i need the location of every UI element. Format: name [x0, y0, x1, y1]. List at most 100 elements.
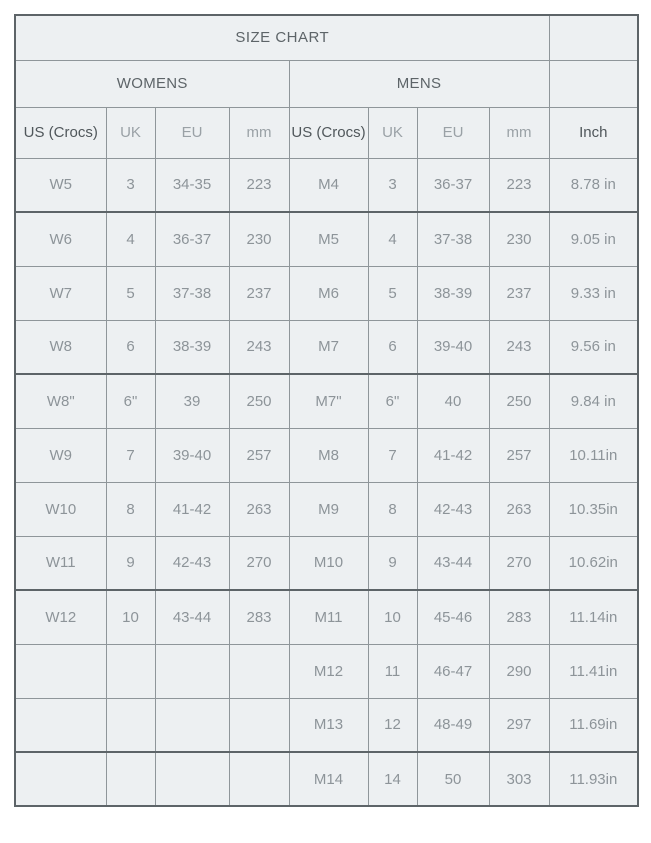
size-row: W6 4 36-37 230 M5 4 37-38 230 9.05 in — [14, 211, 639, 267]
size-cell: 6" — [367, 373, 418, 429]
column-header-row: US (Crocs) UK EU mm US (Crocs) UK EU mm … — [14, 106, 639, 159]
size-cell: M8 — [288, 427, 369, 483]
size-cell: 10.62in — [548, 535, 639, 591]
mens-section-header: MENS — [288, 59, 550, 108]
size-cell: 41-42 — [154, 481, 230, 537]
size-cell: W7 — [14, 265, 107, 321]
size-cell: 6 — [105, 319, 156, 375]
size-chart-table: SIZE CHART WOMENS MENS US (Crocs) UK EU … — [14, 14, 640, 807]
size-cell: 263 — [228, 481, 290, 537]
size-cell: 3 — [105, 157, 156, 213]
size-row: W5 3 34-35 223 M4 3 36-37 223 8.78 in — [14, 157, 639, 213]
size-cell: M7 — [288, 319, 369, 375]
size-cell — [105, 751, 156, 807]
size-cell: 283 — [488, 589, 550, 645]
size-cell: 9.56 in — [548, 319, 639, 375]
size-cell: 250 — [488, 373, 550, 429]
size-cell: 50 — [416, 751, 490, 807]
size-cell: 9.33 in — [548, 265, 639, 321]
size-cell: W8" — [14, 373, 107, 429]
size-cell: W8 — [14, 319, 107, 375]
size-cell: 36-37 — [154, 211, 230, 267]
size-chart-body: W5 3 34-35 223 M4 3 36-37 223 8.78 in W6 4 36-37 230… — [14, 157, 639, 807]
size-cell: 37-38 — [154, 265, 230, 321]
size-cell: 38-39 — [154, 319, 230, 375]
size-cell: M10 — [288, 535, 369, 591]
size-cell: 223 — [488, 157, 550, 213]
size-cell: W5 — [14, 157, 107, 213]
size-cell — [14, 643, 107, 699]
size-cell: M5 — [288, 211, 369, 267]
size-cell: 303 — [488, 751, 550, 807]
size-cell: 237 — [488, 265, 550, 321]
size-cell: 290 — [488, 643, 550, 699]
size-cell — [105, 643, 156, 699]
size-cell: 250 — [228, 373, 290, 429]
size-cell — [14, 751, 107, 807]
size-row: M12 11 46-47 290 11.41in — [14, 643, 639, 699]
size-cell — [14, 697, 107, 753]
size-cell: 243 — [488, 319, 550, 375]
size-cell: 11.69in — [548, 697, 639, 753]
size-cell: 40 — [416, 373, 490, 429]
womens-section-header: WOMENS — [14, 59, 290, 108]
size-cell: 4 — [367, 211, 418, 267]
size-cell: 36-37 — [416, 157, 490, 213]
size-cell: 9 — [367, 535, 418, 591]
size-cell: 39-40 — [416, 319, 490, 375]
size-cell: 257 — [228, 427, 290, 483]
size-cell: 10.35in — [548, 481, 639, 537]
size-cell: 9.05 in — [548, 211, 639, 267]
size-cell: W9 — [14, 427, 107, 483]
size-cell: 8 — [105, 481, 156, 537]
size-cell: M6 — [288, 265, 369, 321]
size-cell: 230 — [488, 211, 550, 267]
size-cell: 223 — [228, 157, 290, 213]
size-cell: M7" — [288, 373, 369, 429]
size-row: W12 10 43-44 283 M11 10 45-46 283 11.14in — [14, 589, 639, 645]
size-cell: 5 — [105, 265, 156, 321]
size-cell: W10 — [14, 481, 107, 537]
size-cell: 48-49 — [416, 697, 490, 753]
size-cell: 5 — [367, 265, 418, 321]
size-cell: W6 — [14, 211, 107, 267]
size-cell: 43-44 — [416, 535, 490, 591]
size-row: W11 9 42-43 270 M10 9 43-44 270 10.62in — [14, 535, 639, 591]
size-cell: 11 — [367, 643, 418, 699]
size-cell — [228, 751, 290, 807]
size-cell: 263 — [488, 481, 550, 537]
size-cell: 45-46 — [416, 589, 490, 645]
size-cell: M12 — [288, 643, 369, 699]
size-cell: 12 — [367, 697, 418, 753]
size-cell: 39-40 — [154, 427, 230, 483]
size-cell: 46-47 — [416, 643, 490, 699]
col-header-womens-uk: UK — [105, 106, 156, 159]
size-cell: 7 — [105, 427, 156, 483]
size-cell: 34-35 — [154, 157, 230, 213]
size-cell: 4 — [105, 211, 156, 267]
size-cell: 10 — [105, 589, 156, 645]
size-cell: W12 — [14, 589, 107, 645]
size-cell: 41-42 — [416, 427, 490, 483]
size-cell: 37-38 — [416, 211, 490, 267]
size-cell — [228, 697, 290, 753]
size-cell: 42-43 — [154, 535, 230, 591]
size-cell: M14 — [288, 751, 369, 807]
col-header-mens-eu: EU — [416, 106, 490, 159]
size-cell: 257 — [488, 427, 550, 483]
size-cell: 8 — [367, 481, 418, 537]
size-row: M13 12 48-49 297 11.69in — [14, 697, 639, 753]
size-cell: M9 — [288, 481, 369, 537]
size-cell: 9 — [105, 535, 156, 591]
size-cell: 9.84 in — [548, 373, 639, 429]
size-row: W9 7 39-40 257 M8 7 41-42 257 10.11in — [14, 427, 639, 483]
col-header-mens-us: US (Crocs) — [288, 106, 369, 159]
size-row: W7 5 37-38 237 M6 5 38-39 237 9.33 in — [14, 265, 639, 321]
size-row: W8" 6" 39 250 M7" 6" 40 250 9.84 in — [14, 373, 639, 429]
size-row: W8 6 38-39 243 M7 6 39-40 243 9.56 in — [14, 319, 639, 375]
size-cell: 42-43 — [416, 481, 490, 537]
col-header-womens-us: US (Crocs) — [14, 106, 107, 159]
size-cell: 237 — [228, 265, 290, 321]
size-cell: 11.41in — [548, 643, 639, 699]
